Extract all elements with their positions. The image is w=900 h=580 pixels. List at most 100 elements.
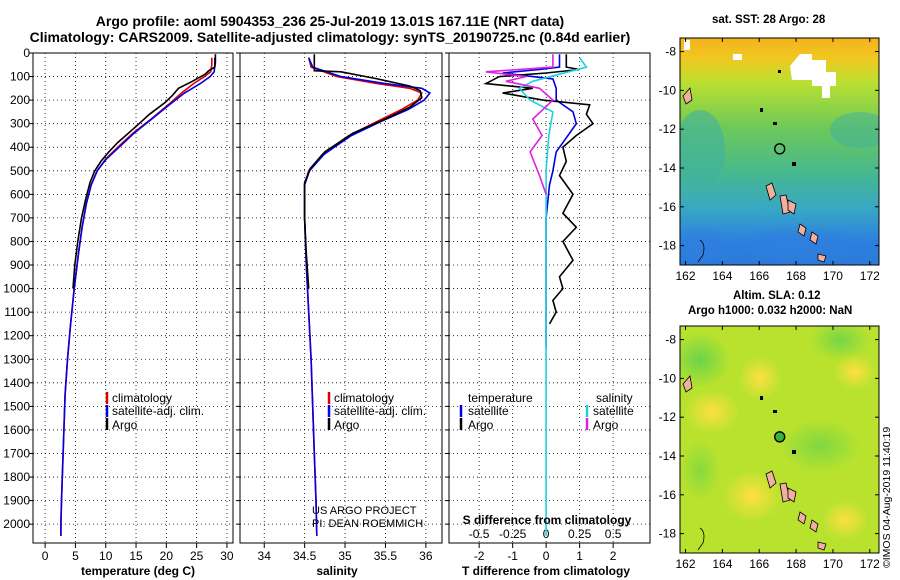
temperature-axis-label: temperature (deg C) xyxy=(81,564,195,578)
x-tick-label: 1 xyxy=(576,549,583,563)
series-line-argo xyxy=(303,54,423,289)
sla-map-title-1: Altim. SLA: 0.12 xyxy=(733,290,821,302)
y-tick-label: 900 xyxy=(10,258,30,272)
sla-map xyxy=(679,325,880,554)
x-tick-label: 35 xyxy=(338,549,352,563)
island xyxy=(779,194,791,215)
y-tick-label: 500 xyxy=(10,164,30,178)
legend-argo: Argo xyxy=(112,418,138,432)
series-line-satellite-salinity xyxy=(518,57,588,536)
y-tick-label: 600 xyxy=(10,187,30,201)
map-x-tick-label: 166 xyxy=(749,269,769,283)
x-tick-label: -2 xyxy=(474,549,485,563)
t-difference-axis-label: T difference from climatology xyxy=(462,564,630,578)
y-tick-label: 200 xyxy=(10,93,30,107)
series-line-satellite-temperature xyxy=(502,54,578,348)
map-x-tick-label: 166 xyxy=(749,557,769,571)
legend-t-satellite: satellite xyxy=(468,404,509,418)
x-tick-label: 0 xyxy=(543,549,550,563)
x-tick-label: -1 xyxy=(507,549,518,563)
sla-map-title-2: Argo h1000: 0.032 h2000: NaN xyxy=(688,305,853,317)
land xyxy=(682,87,693,105)
y-tick-label: 1300 xyxy=(3,352,30,366)
y-tick-label: 400 xyxy=(10,140,30,154)
map-y-tick-label: -18 xyxy=(659,527,677,541)
map-x-tick-label: 164 xyxy=(712,269,732,283)
map-y-tick-label: -18 xyxy=(659,239,677,253)
x-tick-label: 30 xyxy=(220,549,234,563)
x-tick-label: 25 xyxy=(190,549,204,563)
y-tick-label: 1800 xyxy=(3,470,30,484)
map-x-tick-label: 168 xyxy=(786,557,806,571)
s-tick-label: 0.25 xyxy=(568,527,592,541)
legend-climatology: climatology xyxy=(112,391,172,405)
y-tick-label: 300 xyxy=(10,117,30,131)
map-y-tick-label: -16 xyxy=(659,488,677,502)
map-y-tick-label: -14 xyxy=(659,449,677,463)
salinity-panel-frame xyxy=(239,52,443,544)
y-tick-label: 1400 xyxy=(3,376,30,390)
series-line-satellite-adj-clim- xyxy=(303,57,432,536)
map-y-tick-label: -10 xyxy=(659,371,677,385)
salinity-legend: climatology satellite-adj. clim. Argo xyxy=(327,391,426,432)
map-y-tick-label: -10 xyxy=(659,83,677,97)
island xyxy=(765,182,777,201)
y-tick-label: 1700 xyxy=(3,446,30,460)
island xyxy=(787,199,797,215)
argo-position-marker xyxy=(774,143,786,155)
map-x-tick-label: 164 xyxy=(712,557,732,571)
x-tick-label: 36 xyxy=(419,549,433,563)
sst-map xyxy=(679,37,880,266)
legend-s-argo: Argo xyxy=(593,418,619,432)
map-x-tick-label: 168 xyxy=(786,269,806,283)
sst-map-title: sat. SST: 28 Argo: 28 xyxy=(712,14,826,26)
map-y-tick-label: -14 xyxy=(659,161,677,175)
title-line-2: Climatology: CARS2009. Satellite-adjuste… xyxy=(29,29,631,45)
x-tick-label: 2 xyxy=(610,549,617,563)
y-tick-label: 1000 xyxy=(3,282,30,296)
y-tick-label: 1600 xyxy=(3,423,30,437)
map-x-tick-label: 172 xyxy=(860,557,880,571)
y-tick-label: 1500 xyxy=(3,399,30,413)
legend-header-temperature: temperature xyxy=(468,391,533,405)
island xyxy=(817,253,827,263)
x-tick-label: 0 xyxy=(42,549,49,563)
s-tick-label: -0.5 xyxy=(469,527,490,541)
x-tick-label: 34 xyxy=(258,549,272,563)
series-line-argo xyxy=(72,54,217,289)
title-line-1: Argo profile: aoml 5904353_236 25-Jul-20… xyxy=(95,13,565,29)
x-tick-label: 35.5 xyxy=(374,549,398,563)
y-tick-label: 800 xyxy=(10,234,30,248)
map-y-tick-label: -8 xyxy=(665,333,676,347)
x-tick-label: 20 xyxy=(160,549,174,563)
map-x-tick-label: 162 xyxy=(676,269,696,283)
map-y-tick-label: -12 xyxy=(659,122,677,136)
salinity-axis-label: salinity xyxy=(316,564,358,578)
series-line-argo-temperature xyxy=(483,54,595,325)
x-tick-label: 5 xyxy=(72,549,79,563)
temperature-legend: climatology satellite-adj. clim. Argo xyxy=(105,391,204,432)
y-tick-label: 700 xyxy=(10,211,30,225)
project-annotation: US ARGO PROJECT xyxy=(312,505,417,517)
map-x-tick-label: 170 xyxy=(823,557,843,571)
series-line-argo-salinity xyxy=(485,54,555,195)
s-difference-axis-label: S difference from climatology xyxy=(463,513,632,527)
map-y-tick-label: -8 xyxy=(665,45,676,59)
difference-legend: temperature salinity satellite Argo sate… xyxy=(459,391,634,432)
argo-position-marker xyxy=(774,431,786,443)
pi-annotation: PI: DEAN ROEMMICH xyxy=(312,518,423,530)
x-tick-label: 15 xyxy=(129,549,143,563)
s-tick-label: 0.5 xyxy=(605,527,622,541)
series-line-satellite-adj-clim- xyxy=(60,57,216,536)
x-tick-label: 10 xyxy=(99,549,113,563)
y-tick-label: 100 xyxy=(10,70,30,84)
cloud-mask xyxy=(790,54,836,98)
legend-argo: Argo xyxy=(334,418,360,432)
legend-satellite: satellite-adj. clim. xyxy=(112,404,204,418)
credit-text: ©IMOS 04-Aug-2019 11:40:19 xyxy=(881,426,893,568)
legend-satellite: satellite-adj. clim. xyxy=(334,404,426,418)
legend-climatology: climatology xyxy=(334,391,394,405)
map-x-tick-label: 162 xyxy=(676,557,696,571)
map-x-tick-label: 172 xyxy=(860,269,880,283)
